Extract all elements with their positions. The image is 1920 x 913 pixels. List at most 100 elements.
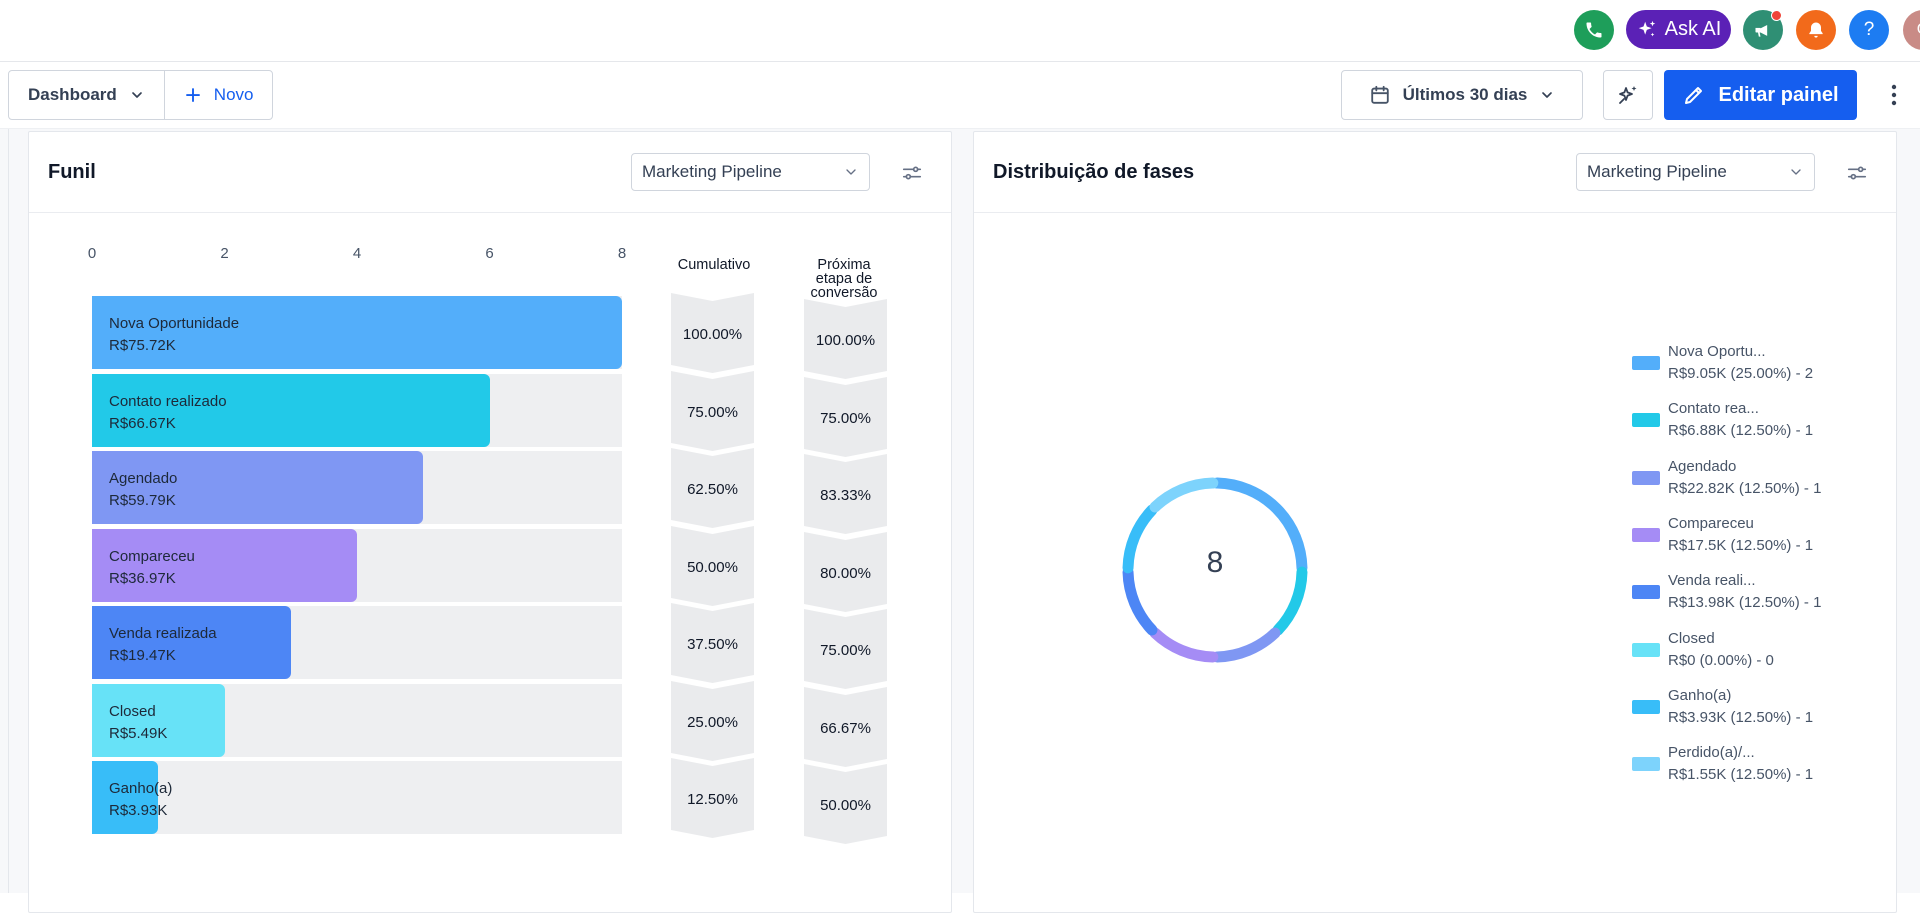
phone-button[interactable] bbox=[1574, 10, 1614, 50]
next-stage-conversion-value: 83.33% bbox=[820, 487, 871, 504]
funnel-bar[interactable] bbox=[92, 606, 291, 679]
funnel-bar-label: Compareceu R$36.97K bbox=[109, 546, 195, 590]
calendar-icon bbox=[1370, 85, 1389, 104]
next-stage-conversion-chevron bbox=[804, 764, 887, 844]
distribution-pipeline-select[interactable]: Marketing Pipeline bbox=[1576, 153, 1815, 191]
funnel-row[interactable]: Venda realizada R$19.47K bbox=[92, 606, 622, 679]
funnel-row[interactable]: Contato realizado R$66.67K bbox=[92, 373, 622, 447]
funnel-bar-label: Closed R$5.49K bbox=[109, 701, 167, 745]
funnel-bar[interactable] bbox=[92, 528, 357, 602]
funnel-stage-name: Compareceu bbox=[109, 547, 195, 565]
funnel-filter-icon[interactable] bbox=[901, 162, 923, 184]
chevron-down-icon bbox=[1542, 92, 1553, 98]
next-stage-conversion-chevron bbox=[804, 299, 887, 379]
funnel-row[interactable]: Ganho(a) R$3.93K bbox=[92, 761, 622, 834]
donut-slice[interactable] bbox=[1122, 566, 1158, 636]
cumulative-value: 50.00% bbox=[687, 558, 738, 576]
next-stage-header-line1: Próxima bbox=[817, 257, 871, 273]
kebab-menu-icon bbox=[1891, 84, 1897, 106]
next-stage-conversion-value: 75.00% bbox=[820, 409, 871, 427]
distribution-pipeline-value: Marketing Pipeline bbox=[1587, 162, 1727, 181]
dashboard-selector-group: Dashboard Novo bbox=[8, 70, 274, 120]
cumulative-value: 37.50% bbox=[687, 636, 738, 653]
ai-magic-button[interactable] bbox=[1603, 70, 1653, 120]
magic-sparkle-icon bbox=[1619, 86, 1637, 104]
next-stage-conversion-value: 50.00% bbox=[820, 797, 871, 814]
edit-dashboard-button[interactable]: Editar painel bbox=[1664, 70, 1857, 120]
legend-value: R$6.88K (12.50%) - 1 bbox=[1668, 422, 1814, 440]
next-stage-conversion-value: 66.67% bbox=[820, 719, 871, 737]
legend-name: Contato rea... bbox=[1668, 400, 1759, 418]
funnel-bar[interactable] bbox=[92, 451, 424, 524]
dashboard-label: Dashboard bbox=[28, 85, 117, 104]
legend-value: R$13.98K (12.50%) - 1 bbox=[1668, 594, 1822, 612]
donut-slice[interactable] bbox=[1149, 627, 1219, 663]
legend-name: Agendado bbox=[1668, 457, 1737, 475]
donut-slice[interactable] bbox=[1122, 504, 1158, 574]
funnel-bar[interactable] bbox=[92, 373, 490, 447]
funnel-stage-amount: R$75.72K bbox=[109, 337, 176, 354]
announcements-button[interactable] bbox=[1743, 10, 1783, 50]
bell-icon bbox=[1809, 22, 1823, 38]
cumulative-chevron bbox=[671, 758, 754, 838]
next-stage-conversion-chevron bbox=[804, 454, 887, 534]
legend-value: R$9.05K (25.00%) - 2 bbox=[1668, 365, 1814, 382]
legend-swatch bbox=[1632, 757, 1660, 772]
cumulative-chevron bbox=[671, 603, 754, 683]
dashboard-toolbar: Dashboard Novo Últimos 30 dias Editar pa… bbox=[0, 62, 1920, 129]
legend-value: R$3.93K (12.50%) - 1 bbox=[1668, 708, 1814, 726]
cumulative-chevron bbox=[671, 525, 754, 606]
funnel-bar[interactable] bbox=[92, 683, 225, 757]
plus-icon bbox=[185, 88, 200, 102]
legend-value: R$22.82K (12.50%) - 1 bbox=[1668, 479, 1822, 497]
funnel-bar[interactable] bbox=[92, 761, 159, 834]
funnel-stage-name: Agendado bbox=[109, 470, 178, 487]
help-button[interactable]: ? bbox=[1849, 10, 1889, 50]
notifications-button[interactable] bbox=[1796, 10, 1836, 50]
sparkle-icon bbox=[1638, 20, 1655, 36]
phone-icon bbox=[1586, 22, 1602, 38]
donut-slice[interactable] bbox=[1211, 627, 1281, 663]
next-stage-header-line3: conversão bbox=[810, 285, 878, 301]
funnel-bar[interactable] bbox=[92, 296, 622, 369]
cumulative-value: 25.00% bbox=[687, 713, 738, 731]
distribution-filter-icon[interactable] bbox=[1846, 162, 1868, 184]
funnel-pipeline-select[interactable]: Marketing Pipeline bbox=[631, 153, 870, 191]
edit-dashboard-label: Editar painel bbox=[1718, 83, 1839, 106]
funnel-pipeline-value: Marketing Pipeline bbox=[642, 162, 782, 181]
legend-name: Nova Oportu... bbox=[1668, 343, 1766, 360]
ask-ai-button[interactable]: Ask AI bbox=[1626, 10, 1731, 49]
dashboard-dropdown[interactable]: Dashboard bbox=[9, 71, 164, 119]
cumulative-value: 12.50% bbox=[687, 791, 738, 808]
legend-swatch bbox=[1632, 470, 1660, 485]
avatar[interactable]: G bbox=[1903, 10, 1920, 50]
donut-chart bbox=[1122, 477, 1308, 663]
date-range-dropdown[interactable]: Últimos 30 dias bbox=[1341, 70, 1583, 120]
donut-total: 8 bbox=[1206, 546, 1224, 579]
donut-slice[interactable] bbox=[1272, 566, 1308, 636]
funnel-stage-name: Nova Oportunidade bbox=[109, 315, 240, 332]
funnel-bar-label: Venda realizada R$19.47K bbox=[109, 623, 217, 667]
funnel-bar-label: Agendado R$59.79K bbox=[109, 468, 177, 512]
next-stage-conversion-chevron bbox=[804, 376, 887, 457]
funnel-row[interactable]: Agendado R$59.79K bbox=[92, 451, 622, 524]
funnel-row[interactable]: Nova Oportunidade R$75.72K bbox=[92, 296, 622, 369]
cumulative-value: 62.50% bbox=[687, 481, 738, 498]
funnel-stage-amount: R$59.79K bbox=[109, 492, 176, 509]
donut-slice[interactable] bbox=[1149, 477, 1219, 513]
next-stage-column-header: Próxima etapa de conversão bbox=[802, 257, 886, 301]
notification-dot bbox=[1771, 10, 1782, 21]
funnel-axis-tick: 8 bbox=[617, 245, 627, 262]
top-bar: Ask AI ? G bbox=[0, 0, 1920, 62]
legend-swatch bbox=[1632, 585, 1660, 600]
donut-slice[interactable] bbox=[1211, 477, 1308, 574]
funnel-bar-label: Ganho(a) R$3.93K bbox=[109, 778, 172, 822]
funnel-row[interactable]: Compareceu R$36.97K bbox=[92, 528, 622, 602]
funnel-bar-label: Contato realizado R$66.67K bbox=[109, 391, 227, 435]
new-dashboard-button[interactable]: Novo bbox=[163, 71, 273, 119]
funnel-axis-tick: 4 bbox=[352, 245, 362, 262]
legend-swatch bbox=[1632, 642, 1660, 657]
more-options-button[interactable] bbox=[1884, 80, 1904, 110]
funnel-stage-name: Contato realizado bbox=[109, 392, 227, 410]
funnel-row[interactable]: Closed R$5.49K bbox=[92, 683, 622, 757]
